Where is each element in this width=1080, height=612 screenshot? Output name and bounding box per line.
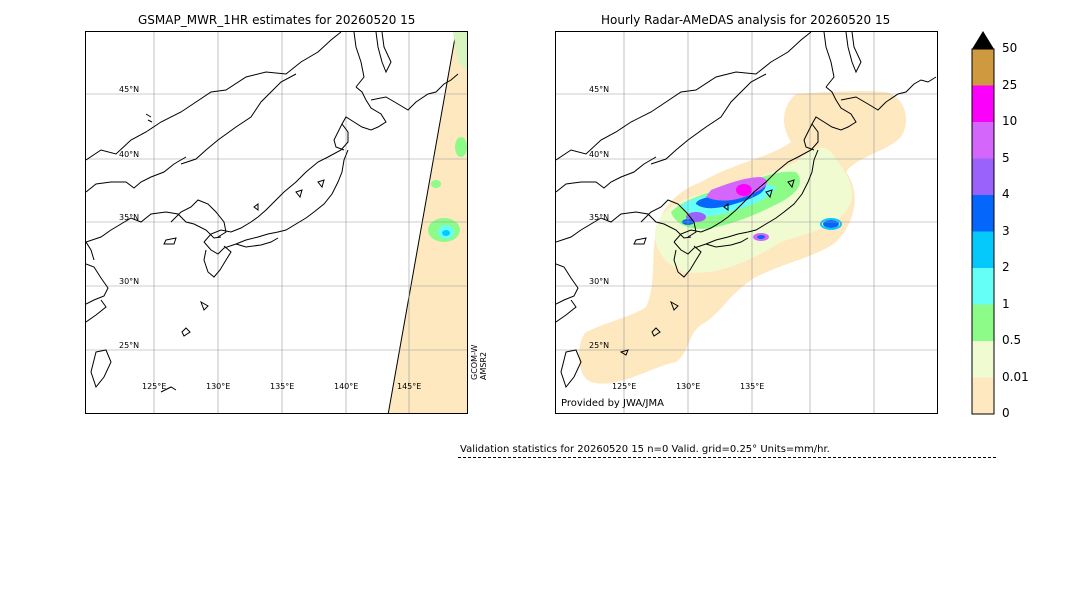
coastlines [86, 32, 459, 393]
gsmap-map-canvas [86, 32, 467, 413]
validation-divider [458, 457, 996, 458]
colorbar-blocks [971, 31, 995, 415]
lat-label: 35°N [589, 213, 610, 222]
satellite-name: GCOM-W AMSR2 [470, 344, 488, 380]
precip-cell-3 [823, 220, 839, 228]
lon-label: 145°E [397, 382, 422, 391]
panel1-title: GSMAP_MWR_1HR estimates for 20260520 15 [138, 13, 416, 27]
colorbar-extend-arrow [972, 31, 994, 49]
validation-statistics: Validation statistics for 20260520 15 n=… [460, 444, 830, 455]
satellite-swath [388, 32, 467, 413]
gsmap-map-panel: 45°N 40°N 35°N 30°N 25°N 125°E 130°E 135… [85, 31, 468, 414]
lat-label: 30°N [119, 277, 140, 286]
colorbar-label: 4 [1002, 187, 1010, 201]
colorbar-label: 10 [1002, 114, 1018, 128]
colorbar-label: 3 [1002, 223, 1010, 238]
colorbar-label: 25 [1002, 77, 1018, 92]
lat-label: 40°N [589, 150, 610, 159]
colorbar-block [972, 377, 994, 414]
precip-cell-10 [736, 184, 752, 196]
colorbar-block [972, 231, 994, 268]
lon-label: 135°E [270, 382, 295, 391]
map-grid [86, 32, 467, 413]
lat-label: 30°N [589, 277, 610, 286]
colorbar-label: 50 [1002, 41, 1018, 55]
colorbar-label: 1 [1002, 296, 1010, 311]
precip-patch-green [431, 180, 441, 188]
coastlines [556, 32, 937, 389]
colorbar-block [972, 85, 994, 122]
lon-label: 135°E [740, 382, 765, 391]
lat-label: 25°N [119, 341, 140, 350]
panel2-title: Hourly Radar-AMeDAS analysis for 2026052… [601, 13, 891, 27]
colorbar-block [972, 195, 994, 232]
precip-patch-green [455, 137, 467, 157]
colorbar-block [972, 122, 994, 159]
lon-label: 140°E [334, 382, 359, 391]
precip-cell-2 [820, 218, 842, 230]
colorbar-label: 0 [1002, 406, 1010, 420]
precip-cell-3 [757, 235, 765, 239]
lat-label: 45°N [589, 85, 610, 94]
colorbar-block [972, 268, 994, 305]
colorbar-label: 5 [1002, 150, 1010, 165]
lat-label: 25°N [589, 341, 610, 350]
lon-label: 125°E [612, 382, 637, 391]
lon-label: 130°E [676, 382, 701, 391]
colorbar-block [972, 158, 994, 195]
swath-edge [387, 32, 457, 413]
colorbar [971, 31, 995, 415]
colorbar-label: 2 [1002, 260, 1010, 274]
colorbar-label: 0.5 [1002, 333, 1022, 347]
lat-label: 40°N [119, 150, 140, 159]
radar-map-canvas [556, 32, 937, 413]
lon-label: 130°E [206, 382, 231, 391]
colorbar-block [972, 49, 994, 86]
radar-map-panel: 45°N 40°N 35°N 30°N 25°N 125°E 130°E 135… [555, 31, 938, 414]
precip-patch-blue [442, 230, 450, 236]
lat-label: 35°N [119, 213, 140, 222]
colorbar-block [972, 304, 994, 341]
data-credit: Provided by JWA/JMA [561, 398, 664, 409]
lon-label: 125°E [142, 382, 167, 391]
precip-patch-light [453, 32, 467, 71]
colorbar-frame [971, 48, 995, 415]
lat-label: 45°N [119, 85, 140, 94]
colorbar-label: 0.01 [1002, 369, 1029, 384]
colorbar-block [972, 341, 994, 378]
